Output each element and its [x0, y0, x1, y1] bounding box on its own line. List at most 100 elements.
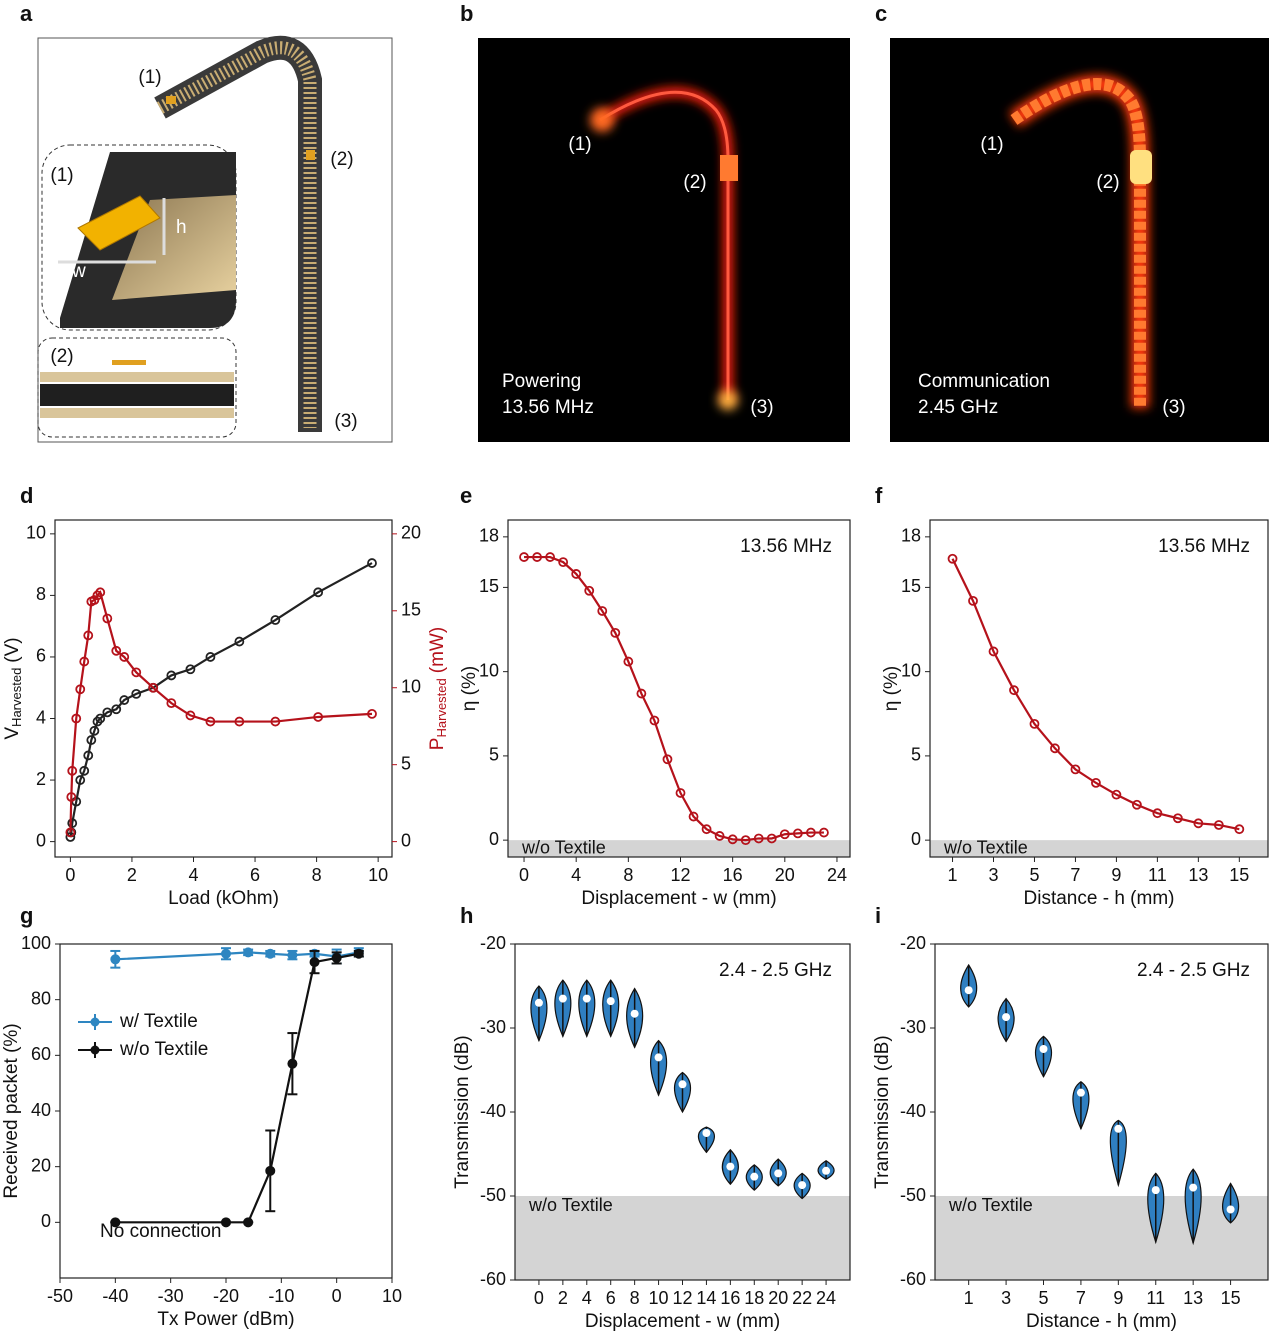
y-tick-label: 0	[41, 1211, 51, 1231]
x-tick-label: 9	[1111, 865, 1121, 885]
axis-label: Received packet (%)	[1, 1023, 22, 1198]
y-tick-label: 100	[21, 933, 51, 953]
data-point	[367, 558, 377, 568]
caption: 13.56 MHz	[502, 397, 594, 418]
violin-median	[606, 997, 615, 1006]
data-point	[1029, 718, 1040, 729]
y-tick-label: 60	[31, 1044, 51, 1064]
dim-label: h	[176, 217, 187, 238]
data-point	[111, 645, 122, 656]
data-point	[102, 613, 113, 624]
band-label: w/o Textile	[943, 837, 1028, 857]
data-point	[71, 713, 82, 724]
y-tick-label: 18	[479, 526, 499, 546]
y-tick-label: -30	[900, 1017, 926, 1037]
location-label: (2)	[330, 149, 353, 170]
x-tick-label: 8	[312, 865, 322, 885]
violin-median	[534, 998, 543, 1007]
data-point	[131, 667, 142, 678]
hotspot	[720, 155, 738, 181]
legend-marker	[90, 1017, 100, 1027]
x-tick-label: 20	[768, 1288, 788, 1308]
data-point	[313, 587, 324, 598]
y-tick-label: 10	[479, 660, 499, 680]
label-symbol: V	[2, 727, 23, 740]
x-tick-label: 5	[1029, 865, 1039, 885]
data-point	[701, 824, 712, 835]
caption: Communication	[918, 371, 1050, 392]
violin-median	[774, 1169, 783, 1178]
data-point	[313, 712, 324, 722]
data-point	[623, 656, 634, 667]
legend-label: w/ Textile	[119, 1011, 198, 1032]
location-label: (2)	[1096, 172, 1119, 193]
y-tick-label: 15	[479, 576, 499, 596]
data-point	[287, 950, 298, 961]
data-point	[988, 646, 999, 657]
annotation: 2.4 - 2.5 GHz	[719, 960, 832, 981]
data-point	[221, 948, 231, 959]
violin-median	[1114, 1124, 1123, 1133]
data-point	[166, 698, 177, 709]
x-tick-label: 4	[582, 1288, 592, 1308]
no-textile-band	[930, 840, 1268, 857]
annotation: 13.56 MHz	[740, 536, 832, 557]
data-point	[331, 952, 342, 963]
violin-median	[702, 1129, 711, 1137]
y-tick-label: -60	[480, 1269, 506, 1289]
x-tick-label: 14	[696, 1288, 716, 1308]
annotation: No connection	[100, 1221, 221, 1242]
inset-label: (1)	[50, 165, 73, 186]
data-point	[270, 615, 281, 625]
band-label: w/o Textile	[948, 1195, 1033, 1215]
inset-chip	[77, 195, 161, 251]
x-axis-label: Tx Power (dBm)	[157, 1309, 294, 1330]
data-point	[805, 827, 816, 838]
data-point	[67, 765, 78, 776]
x-tick-label: 4	[571, 865, 581, 885]
y-tick-label: 4	[36, 707, 46, 727]
hotspot	[1130, 150, 1152, 184]
data-point	[649, 715, 660, 726]
location-label: (1)	[980, 134, 1003, 155]
data-point	[65, 827, 76, 838]
data-point	[270, 716, 281, 727]
y2-tick-label: 5	[401, 753, 411, 773]
inset-label: (2)	[50, 346, 73, 367]
x-tick-label: 12	[672, 1288, 692, 1308]
violin-median	[582, 994, 591, 1003]
no-textile-band	[515, 1196, 850, 1280]
y-tick-label: 0	[36, 830, 46, 850]
band-label: w/o Textile	[521, 837, 606, 857]
x-tick-label: 10	[382, 1286, 402, 1306]
chip	[166, 96, 176, 104]
plot-frame	[54, 519, 393, 858]
x-tick-label: 13	[1183, 1288, 1203, 1308]
data-point	[185, 710, 196, 721]
data-point	[110, 954, 121, 965]
data-point	[819, 827, 829, 838]
x-tick-label: 2	[558, 1288, 568, 1308]
chip	[112, 360, 146, 365]
data-point	[532, 552, 542, 562]
axis-label: Transmission (dB)	[872, 1035, 893, 1188]
x-tick-label: 22	[792, 1288, 812, 1308]
hotspot	[590, 108, 614, 132]
data-point	[119, 695, 130, 705]
y-tick-label: 40	[31, 1100, 51, 1120]
series-line	[951, 558, 1240, 831]
x-tick-label: 13	[1188, 865, 1208, 885]
x-tick-label: 16	[720, 1288, 740, 1308]
x-tick-label: 16	[723, 865, 743, 885]
x-tick-label: 0	[65, 865, 75, 885]
y-tick-label: 80	[31, 988, 51, 1008]
x-tick-label: 24	[827, 865, 847, 885]
data-point	[205, 652, 216, 662]
data-point	[779, 829, 790, 840]
y-tick-label: 0	[489, 829, 499, 849]
x-tick-label: 1	[948, 865, 958, 885]
x-tick-label: 2	[127, 865, 137, 885]
data-point	[1091, 777, 1101, 788]
x-tick-label: 1	[964, 1288, 974, 1308]
